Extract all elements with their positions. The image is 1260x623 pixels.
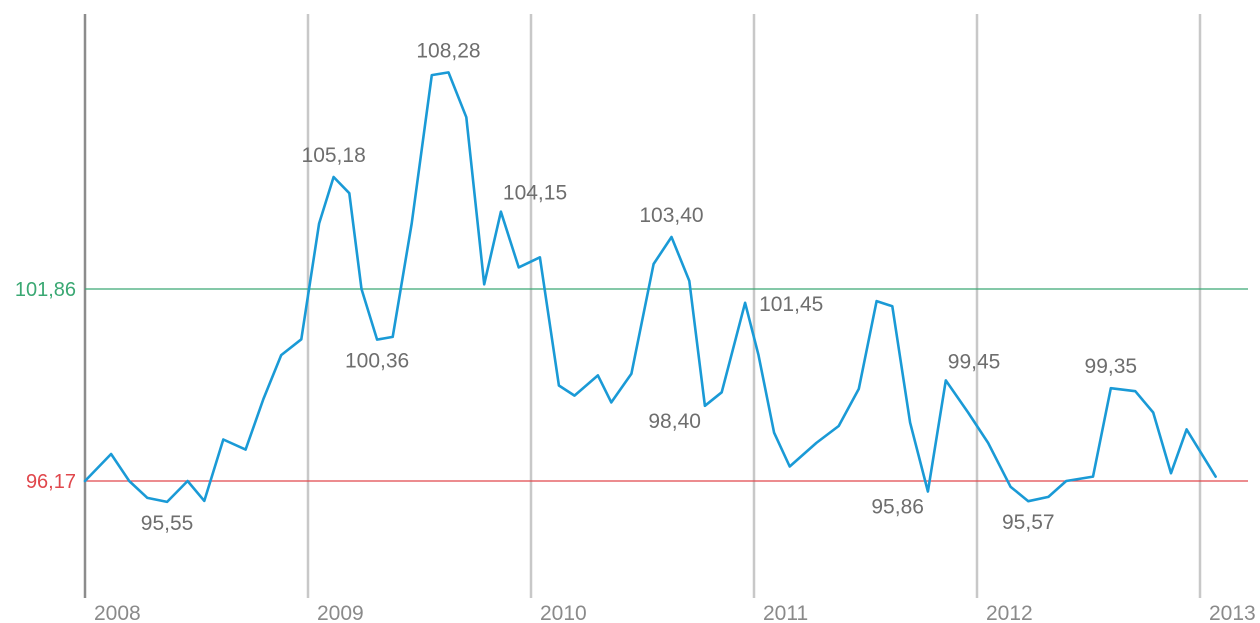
x-axis-tick-labels: 2008 2009 2010 2011 2012 2013 [94, 602, 1256, 623]
data-label-2: 100,36 [345, 350, 409, 373]
year-gridlines [83, 14, 1202, 598]
data-label-8: 95,86 [871, 495, 924, 518]
reference-line-labels: 101,86 96,17 [15, 279, 76, 493]
data-label-11: 99,35 [1085, 355, 1138, 378]
x-tick-label-2008: 2008 [94, 602, 141, 623]
x-tick-label-2012: 2012 [986, 602, 1033, 623]
data-label-6: 98,40 [648, 410, 701, 433]
data-label-10: 95,57 [1002, 511, 1055, 534]
x-tick-label-2011: 2011 [763, 602, 808, 623]
data-label-9: 99,45 [948, 350, 1001, 373]
data-label-1: 105,18 [302, 144, 366, 167]
series-line [83, 71, 1217, 504]
data-label-0: 95,55 [141, 512, 194, 535]
data-labels: 95,55 105,18 100,36 108,28 104,15 103,40 98,40… [141, 39, 1137, 535]
x-tick-label-2009: 2009 [317, 602, 364, 623]
reference-line-label-0: 101,86 [15, 279, 76, 301]
reference-line-label-1: 96,17 [26, 471, 76, 493]
reference-lines [85, 288, 1248, 482]
data-label-7: 101,45 [759, 293, 823, 316]
data-label-5: 103,40 [639, 204, 703, 227]
x-tick-label-2010: 2010 [540, 602, 587, 623]
data-label-4: 104,15 [503, 182, 567, 205]
x-tick-label-2013: 2013 [1209, 602, 1256, 623]
data-label-3: 108,28 [416, 39, 480, 62]
